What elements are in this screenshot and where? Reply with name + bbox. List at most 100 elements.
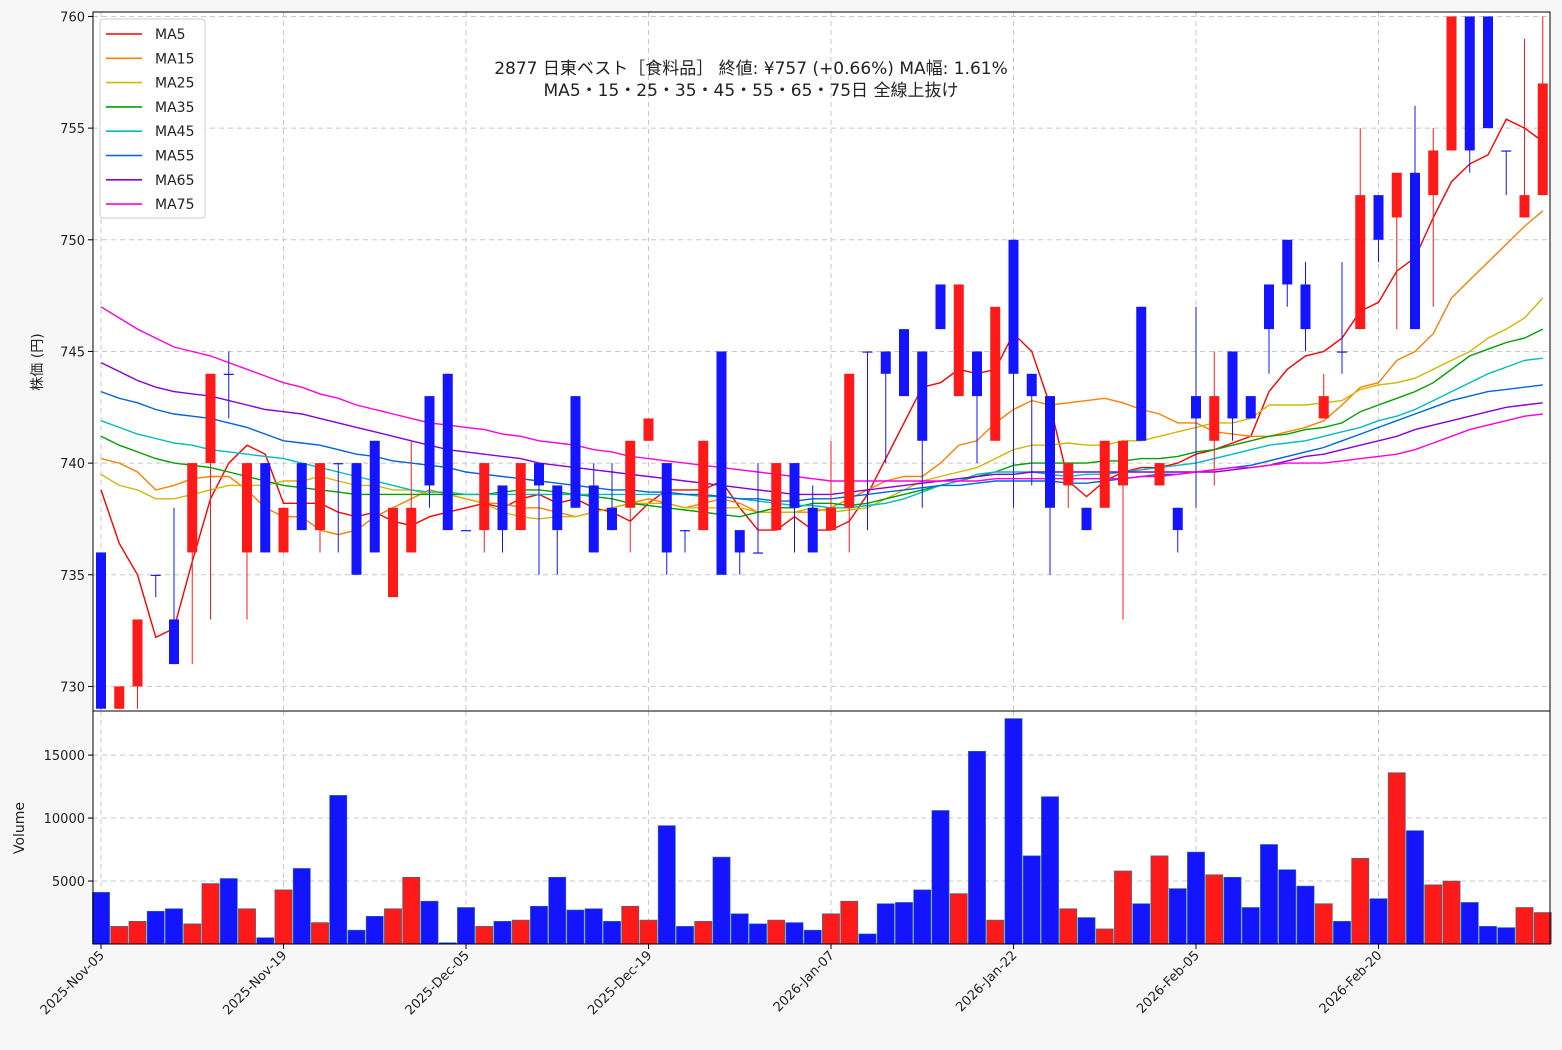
candle-body xyxy=(1483,16,1493,129)
candlestick xyxy=(661,463,672,575)
candlestick xyxy=(132,619,143,709)
volume-bar xyxy=(913,889,932,945)
candlestick xyxy=(1483,16,1493,129)
candle-body xyxy=(315,463,325,531)
volume-bar xyxy=(968,751,986,945)
candle-body xyxy=(1154,463,1165,486)
volume-y-ticks: 5000 10000 15000 xyxy=(44,749,93,890)
candlestick xyxy=(935,284,946,330)
price-panel: 730 735 740 745 750 755 760 株価 (円) 2877 日東ベスト［… xyxy=(30,10,1551,712)
candle-body xyxy=(588,485,599,553)
candlestick xyxy=(1008,239,1019,508)
candle-body xyxy=(260,463,271,553)
volume-bar xyxy=(1442,880,1461,945)
candlestick xyxy=(1099,440,1110,508)
price-y-tick-label: 730 xyxy=(60,680,85,695)
volume-bars xyxy=(92,718,1552,945)
volume-bar xyxy=(1314,903,1333,945)
candle-body xyxy=(424,396,435,486)
candlestick xyxy=(680,530,690,553)
candle-body xyxy=(1172,507,1183,531)
volume-bar xyxy=(1187,851,1205,945)
candlestick xyxy=(534,463,544,575)
candle-body xyxy=(278,507,289,553)
candle-body xyxy=(844,373,855,508)
price-y-tick-label: 740 xyxy=(60,457,85,472)
candlestick xyxy=(1282,239,1293,307)
candlestick xyxy=(315,463,325,553)
candle-body xyxy=(1300,284,1311,330)
volume-bar xyxy=(767,919,786,945)
candlestick xyxy=(369,440,380,553)
volume-bar xyxy=(876,903,895,945)
volume-bar xyxy=(986,919,1005,945)
volume-bar xyxy=(603,921,621,945)
candle-body xyxy=(1373,195,1384,240)
volume-bar xyxy=(530,905,548,945)
candlestick xyxy=(570,396,581,508)
candlestick xyxy=(716,351,727,575)
candle-body xyxy=(698,440,709,531)
candle-body xyxy=(333,463,344,465)
volume-bar xyxy=(475,926,494,945)
volume-bar xyxy=(1114,870,1132,945)
legend-label: MA35 xyxy=(155,100,194,116)
candle-body xyxy=(862,351,873,353)
volume-bar xyxy=(712,856,731,945)
legend-label: MA65 xyxy=(155,173,194,189)
price-y-tick-label: 760 xyxy=(60,10,85,25)
candlestick xyxy=(844,373,855,553)
volume-bar xyxy=(548,876,567,945)
candle-body xyxy=(1428,150,1439,196)
candle-body xyxy=(1245,396,1256,419)
volume-bar xyxy=(1406,830,1424,945)
volume-bar xyxy=(730,913,749,945)
candlestick xyxy=(1081,507,1092,531)
volume-bar xyxy=(457,907,475,945)
candlestick xyxy=(698,440,709,531)
candle-body xyxy=(96,552,106,709)
ma-line-ma45 xyxy=(100,357,1543,509)
candle-body xyxy=(1282,239,1293,285)
volume-bar xyxy=(183,923,202,945)
candle-body xyxy=(552,485,563,531)
candlestick xyxy=(588,463,599,553)
candlestick xyxy=(1264,284,1274,374)
candle-body xyxy=(369,440,380,553)
candle-body xyxy=(734,530,745,553)
volume-bar xyxy=(639,919,658,945)
volume-bar xyxy=(1022,855,1041,945)
volume-bar xyxy=(657,825,676,945)
legend-label: MA55 xyxy=(155,149,194,165)
candlestick xyxy=(643,418,654,441)
candle-body xyxy=(1410,172,1420,330)
candle-body xyxy=(1026,373,1037,397)
candlestick xyxy=(479,463,490,553)
volume-bar xyxy=(329,795,348,945)
candlestick xyxy=(461,530,471,532)
volume-bar xyxy=(584,908,603,945)
candle-body xyxy=(753,552,763,554)
price-y-tick-label: 750 xyxy=(60,234,85,249)
volume-bar xyxy=(274,889,293,945)
volume-bar xyxy=(1168,888,1187,945)
volume-bar xyxy=(785,922,804,945)
ma-line-ma65 xyxy=(100,361,1543,496)
volume-bar xyxy=(1004,718,1023,945)
candle-body xyxy=(479,463,490,531)
candle-body xyxy=(205,373,216,464)
candle-body xyxy=(351,463,362,575)
candle-body xyxy=(661,463,672,553)
price-plot-area xyxy=(93,12,1550,711)
volume-bar xyxy=(1241,907,1260,945)
candlestick xyxy=(1391,172,1402,330)
volume-bar xyxy=(1077,917,1096,945)
price-y-tick-label: 745 xyxy=(60,345,85,360)
volume-bar xyxy=(1296,885,1315,945)
volume-bar xyxy=(1497,927,1516,945)
candle-body xyxy=(1446,16,1457,151)
candlestick xyxy=(223,351,234,419)
volume-bar xyxy=(676,926,694,945)
volume-bar xyxy=(219,878,238,945)
ma-line-ma25 xyxy=(100,297,1544,520)
